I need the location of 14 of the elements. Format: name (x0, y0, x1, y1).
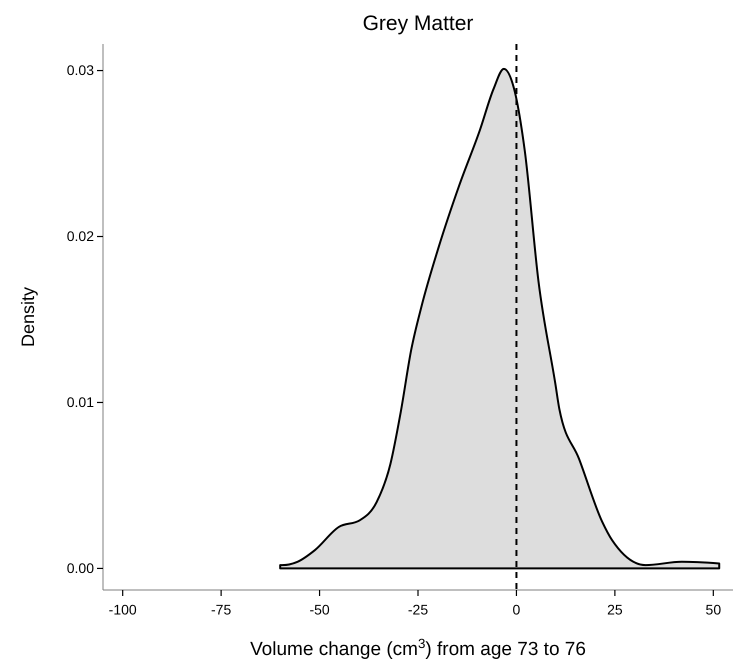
x-tick-label: -100 (108, 601, 137, 618)
y-axis-title: Density (18, 286, 38, 348)
y-tick-label: 0.03 (66, 62, 94, 78)
x-tick-label: -50 (309, 601, 330, 618)
y-tick-label: 0.00 (66, 560, 94, 576)
x-tick-label: 25 (607, 601, 623, 618)
x-tick-label: -25 (408, 601, 428, 618)
y-tick-label: 0.01 (66, 394, 94, 410)
y-tick-label: 0.02 (66, 228, 94, 244)
chart-title: Grey Matter (362, 12, 474, 35)
x-tick-label: 0 (512, 601, 521, 618)
x-tick-label: 50 (706, 601, 722, 618)
x-axis-title: Volume change (cm$^{3}$) from age 73 to 76 (250, 636, 586, 660)
x-tick-label: -75 (211, 601, 232, 618)
